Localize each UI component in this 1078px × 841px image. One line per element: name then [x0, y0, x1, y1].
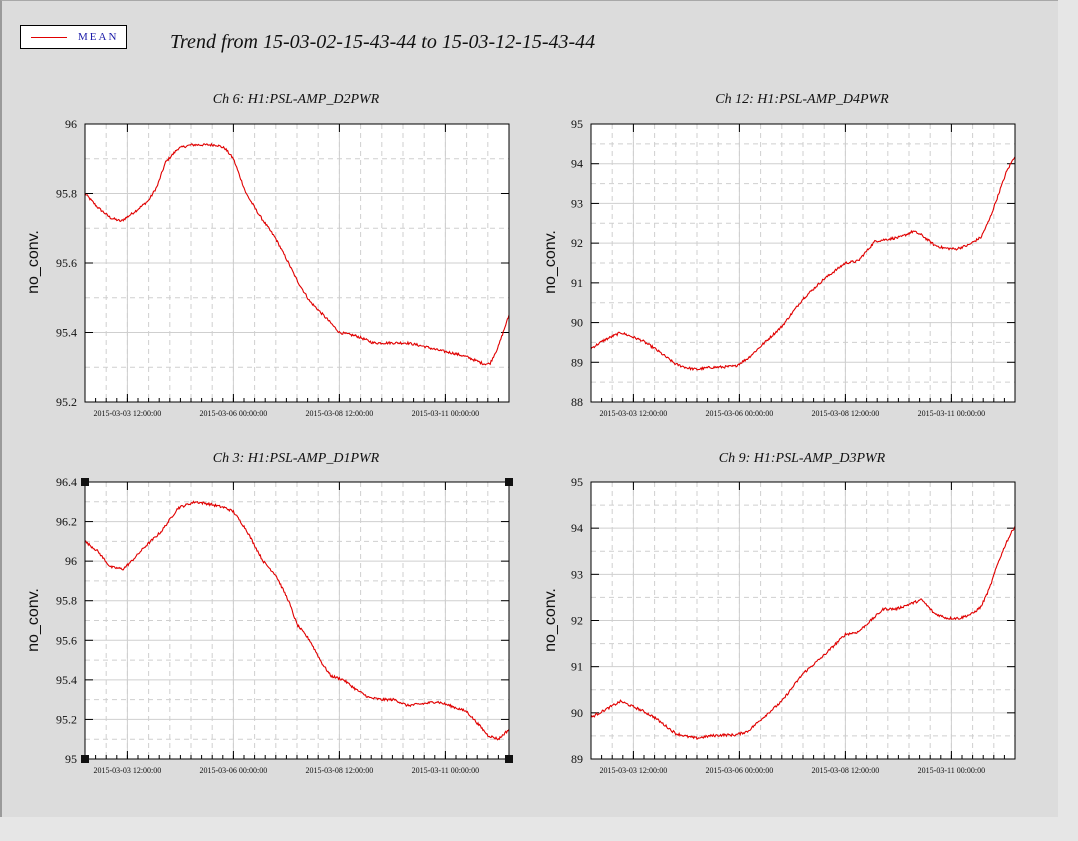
- x-tick-label: 2015-03-08 12:00:00: [306, 409, 374, 418]
- y-tick-label: 96: [65, 554, 77, 568]
- y-tick-label: 95.8: [56, 594, 77, 608]
- plot-frame: [590, 123, 1016, 403]
- x-tick-label: 2015-03-08 12:00:00: [812, 766, 880, 775]
- selection-handle: [81, 755, 89, 763]
- y-tick-label: 89: [571, 355, 583, 369]
- panel-title: Ch 9: H1:PSL-AMP_D3PWR: [718, 451, 886, 466]
- y-tick-label: 90: [571, 316, 583, 330]
- y-tick-label: 90: [571, 706, 583, 720]
- x-tick-label: 2015-03-03 12:00:00: [94, 409, 162, 418]
- series-line: [590, 526, 1016, 741]
- y-tick-label: 94: [571, 157, 583, 171]
- x-tick-label: 2015-03-11 00:00:00: [918, 766, 985, 775]
- y-tick-label: 95.4: [56, 326, 77, 340]
- x-tick-label: 2015-03-06 00:00:00: [200, 409, 268, 418]
- plot-frame: [590, 481, 1016, 760]
- selection-handle: [81, 478, 89, 486]
- plot-frame: [84, 481, 510, 760]
- y-tick-label: 96: [65, 117, 77, 131]
- y-tick-label: 88: [571, 395, 583, 409]
- y-tick-label: 93: [571, 567, 583, 581]
- x-tick-label: 2015-03-11 00:00:00: [412, 766, 479, 775]
- y-tick-label: 91: [571, 276, 583, 290]
- y-tick-label: 95.2: [56, 712, 77, 726]
- x-tick-label: 2015-03-08 12:00:00: [306, 766, 374, 775]
- legend: MEAN: [20, 25, 127, 49]
- x-tick-label: 2015-03-11 00:00:00: [918, 409, 985, 418]
- x-tick-label: 2015-03-03 12:00:00: [600, 766, 668, 775]
- y-tick-label: 95.6: [56, 633, 77, 647]
- series-line: [84, 142, 510, 366]
- y-tick-label: 93: [571, 196, 583, 210]
- selection-handle: [505, 755, 513, 763]
- x-tick-label: 2015-03-06 00:00:00: [706, 409, 774, 418]
- series-line: [590, 156, 1016, 372]
- panel-title: Ch 12: H1:PSL-AMP_D4PWR: [715, 92, 889, 107]
- legend-swatch: [31, 37, 67, 38]
- x-tick-label: 2015-03-03 12:00:00: [94, 766, 162, 775]
- chart-main-title: Trend from 15-03-02-15-43-44 to 15-03-12…: [170, 31, 596, 53]
- y-tick-label: 91: [571, 660, 583, 674]
- y-tick-label: 96.2: [56, 515, 77, 529]
- y-tick-label: 95.6: [56, 256, 77, 270]
- selection-handle: [505, 478, 513, 486]
- y-tick-label: 95: [65, 752, 77, 766]
- plot-frame: [84, 123, 510, 403]
- x-tick-label: 2015-03-06 00:00:00: [706, 766, 774, 775]
- x-tick-label: 2015-03-11 00:00:00: [412, 409, 479, 418]
- y-tick-label: 94: [571, 521, 583, 535]
- y-tick-label: 89: [571, 752, 583, 766]
- legend-label: MEAN: [78, 31, 119, 43]
- panel-title: Ch 6: H1:PSL-AMP_D2PWR: [212, 92, 380, 107]
- y-tick-label: 92: [571, 614, 583, 628]
- y-tick-label: 96.4: [56, 475, 77, 489]
- series-line: [84, 500, 510, 741]
- y-tick-label: 95.8: [56, 187, 77, 201]
- y-tick-label: 95.4: [56, 673, 77, 687]
- y-tick-label: 92: [571, 236, 583, 250]
- x-tick-label: 2015-03-08 12:00:00: [812, 409, 880, 418]
- y-tick-label: 95: [571, 117, 583, 131]
- y-tick-label: 95.2: [56, 395, 77, 409]
- x-tick-label: 2015-03-06 00:00:00: [200, 766, 268, 775]
- y-tick-label: 95: [571, 475, 583, 489]
- x-tick-label: 2015-03-03 12:00:00: [600, 409, 668, 418]
- panel-title: Ch 3: H1:PSL-AMP_D1PWR: [212, 451, 380, 466]
